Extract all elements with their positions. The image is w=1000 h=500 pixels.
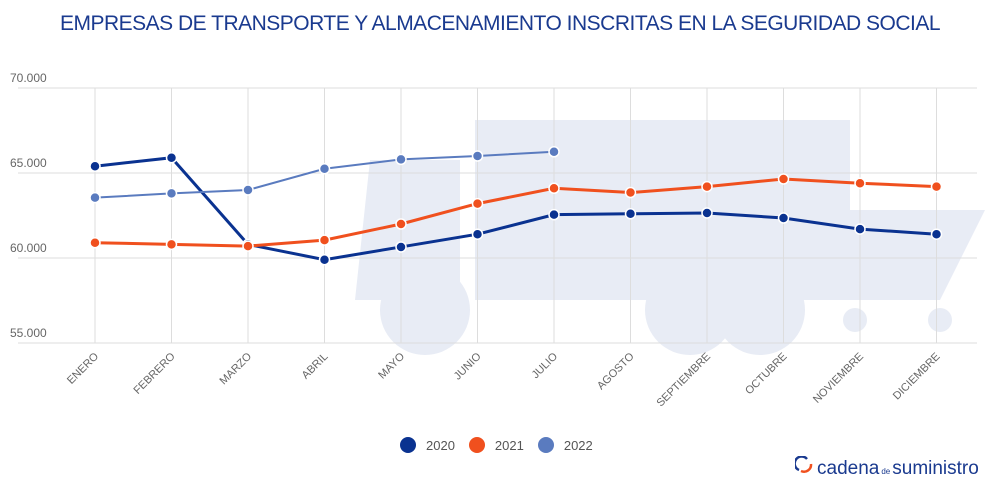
truck-body <box>475 120 850 300</box>
legend-label: 2021 <box>494 437 524 453</box>
x-tick-label: ABRIL <box>300 351 331 382</box>
data-point <box>89 236 101 249</box>
legend-label: 2022 <box>563 437 593 453</box>
legend-marker <box>537 437 554 453</box>
legend-label: 2020 <box>426 437 455 453</box>
data-point <box>624 186 637 199</box>
logo-text-small: de <box>881 467 891 476</box>
series-2021 <box>89 173 943 252</box>
truck-wheel <box>380 265 470 355</box>
series-2022 <box>89 146 560 204</box>
data-point <box>777 173 790 185</box>
x-tick-label: SEPTIEMBRE <box>654 351 713 410</box>
x-tick-label: DICIEMBRE <box>891 351 943 403</box>
y-tick-label: 55.000 <box>10 326 47 340</box>
data-point <box>395 241 407 253</box>
truck-wheel <box>645 265 735 355</box>
data-point <box>624 208 637 220</box>
data-point <box>165 151 178 164</box>
x-tick-label: OCTUBRE <box>743 351 790 398</box>
line-chart: 55.000 60.000 65.000 70.000 ENERO FEBRERO MARZ… <box>10 71 985 410</box>
data-point <box>930 228 943 240</box>
x-tick-label: FEBRERO <box>132 350 178 396</box>
data-point <box>548 182 560 195</box>
data-point <box>242 240 254 252</box>
legend-item-2020[interactable]: 2020 <box>400 437 455 453</box>
data-point <box>471 150 484 162</box>
data-point <box>701 180 713 193</box>
data-point <box>318 253 331 266</box>
truck-watermark <box>355 120 985 355</box>
y-tick-label: 60.000 <box>10 241 47 255</box>
data-point <box>165 187 178 200</box>
chart-title-text: EMPRESAS DE TRANSPORTE Y ALMACENAMIENTO … <box>59 12 941 35</box>
truck-cab <box>355 160 460 300</box>
cadena-de-suministro-logo: cadena de suministro <box>795 456 979 480</box>
logo-icon <box>795 456 813 473</box>
data-point <box>89 160 101 172</box>
data-point <box>854 223 866 235</box>
cart-wheel <box>928 308 952 332</box>
y-tick-label: 70.000 <box>10 71 47 85</box>
cart-watermark <box>850 210 985 300</box>
data-point <box>395 218 407 230</box>
data-point <box>318 234 331 246</box>
y-tick-label: 65.000 <box>10 156 47 170</box>
x-tick-label: MAYO <box>376 350 407 381</box>
x-tick-label: ENERO <box>65 350 101 386</box>
data-point <box>471 228 484 240</box>
x-tick-label: JUNIO <box>452 350 484 382</box>
data-point <box>89 191 101 204</box>
legend: 2020 2021 2022 <box>400 437 593 453</box>
data-point <box>242 184 254 196</box>
data-point <box>548 146 560 158</box>
data-point <box>930 180 943 193</box>
series-line <box>94 177 937 248</box>
data-point <box>548 208 560 221</box>
x-tick-label: AGOSTO <box>595 350 637 392</box>
x-tick-label: NOVIEMBRE <box>811 351 866 406</box>
series-line <box>94 156 937 262</box>
cart-wheel <box>843 308 867 332</box>
legend-item-2021[interactable]: 2021 <box>468 437 524 453</box>
data-point <box>701 207 713 219</box>
data-point <box>471 197 484 210</box>
truck-wheel <box>715 265 805 355</box>
data-point <box>318 163 331 175</box>
x-tick-label: JULIO <box>530 350 561 381</box>
legend-marker <box>468 437 485 453</box>
data-point <box>395 153 407 166</box>
data-point <box>777 212 790 224</box>
logo-text: suministro <box>892 458 979 479</box>
data-point <box>854 177 866 189</box>
x-tick-label: MARZO <box>218 350 255 387</box>
logo-text: cadena <box>817 458 880 479</box>
data-point <box>165 238 178 251</box>
legend-item-2022[interactable]: 2022 <box>537 437 593 453</box>
chart-title: EMPRESAS DE TRANSPORTE Y ALMACENAMIENTO … <box>0 12 1000 36</box>
legend-marker <box>400 437 416 453</box>
